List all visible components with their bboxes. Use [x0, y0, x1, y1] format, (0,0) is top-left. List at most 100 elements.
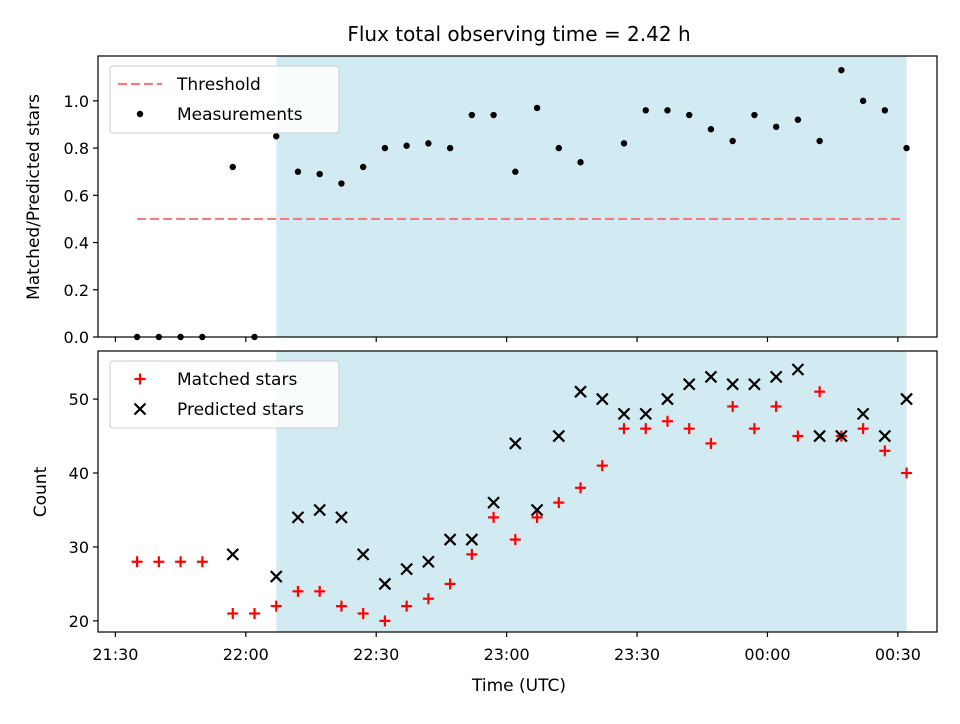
matched-star-point — [748, 423, 760, 435]
measurement-point — [686, 111, 693, 119]
matched-star-point — [596, 460, 608, 472]
bottom-y-tick-label: 50 — [69, 390, 89, 409]
x-tick-label: 00:00 — [744, 645, 790, 664]
cross-b — [400, 562, 413, 576]
measurement-point — [794, 116, 802, 123]
measurement-point — [751, 111, 758, 119]
predicted-star-point — [595, 392, 609, 406]
x-tick-label: 23:30 — [614, 645, 660, 664]
cross-b — [639, 407, 653, 421]
predicted-star-point — [269, 570, 283, 583]
predicted-star-point — [509, 437, 522, 450]
top-highlight-span — [276, 56, 907, 337]
measurement-point — [425, 140, 432, 147]
measurement-point — [533, 104, 541, 112]
matched-star-point — [727, 400, 739, 412]
legend-label: Predicted stars — [177, 400, 304, 420]
x-axis-label: Time (UTC) — [471, 676, 566, 696]
matched-star-point — [661, 415, 673, 427]
top-frame — [97, 55, 938, 338]
measurement-point — [620, 140, 628, 147]
matched-star-point — [444, 578, 456, 590]
cross-b — [704, 370, 718, 384]
cross-b — [313, 503, 326, 517]
top-panel: Matched/Predicted stars 0.0 0.2 0.4 0.6 0.8 1… — [24, 55, 938, 347]
predicted-star-point — [465, 533, 479, 546]
cross-b — [509, 437, 522, 450]
predicted-star-point — [400, 562, 413, 576]
cross-b — [269, 570, 283, 583]
cross-b — [878, 429, 892, 443]
bottom-legend: Matched stars Predicted stars — [109, 360, 340, 429]
matched-star-point — [553, 497, 565, 509]
cross-b — [552, 429, 566, 443]
predicted-star-point — [378, 577, 392, 591]
predicted-star-point — [791, 363, 805, 376]
bottom-y-tick-label: 30 — [69, 538, 89, 557]
legend-predicted-swatch — [133, 402, 147, 416]
cross-b — [813, 429, 826, 443]
cross-b — [356, 548, 370, 561]
cross-b — [748, 377, 761, 391]
matched-star-point — [248, 608, 260, 620]
bottom-y-tick-label: 20 — [69, 612, 89, 631]
measurement-point — [881, 107, 889, 114]
predicted-star-point — [878, 429, 892, 443]
legend-box — [109, 360, 340, 429]
cross-b — [226, 548, 240, 561]
matched-star-point — [357, 608, 369, 620]
cross-b — [133, 402, 147, 416]
bottom-y-axis-label: Count — [31, 466, 51, 517]
predicted-star-point — [530, 503, 544, 517]
top-y-axis-label: Matched/Predicted stars — [24, 94, 44, 300]
measurement-point — [359, 163, 367, 171]
matched-star-point — [901, 467, 913, 479]
bottom-series-0 — [131, 386, 913, 627]
measurement-point — [577, 159, 584, 166]
x-tick-label: 21:30 — [92, 645, 138, 664]
predicted-star-point — [552, 429, 566, 443]
x-tick-label: 22:30 — [353, 645, 399, 664]
measurement-point — [273, 133, 280, 140]
matched-star-point — [292, 585, 304, 597]
predicted-star-point — [291, 511, 305, 524]
predicted-star-point — [617, 407, 631, 421]
matched-star-point — [422, 593, 434, 605]
cross-b — [856, 407, 870, 421]
predicted-star-point — [422, 555, 435, 569]
predicted-star-point — [682, 377, 696, 391]
cross-b — [335, 511, 348, 524]
matched-star-point — [153, 556, 165, 568]
measurement-point — [338, 180, 345, 187]
predicted-star-point — [726, 377, 739, 391]
measurement-point — [707, 126, 715, 133]
legend-box — [109, 65, 340, 134]
predicted-star-point — [769, 370, 783, 384]
cross-b — [769, 370, 783, 384]
predicted-star-point — [443, 533, 457, 546]
matched-star-point — [705, 437, 717, 449]
matched-star-point — [509, 534, 521, 546]
x-tick-label: 23:00 — [484, 645, 530, 664]
predicted-star-point — [487, 496, 500, 509]
matched-star-point — [857, 423, 869, 435]
predicted-star-point — [813, 429, 826, 443]
cross-b — [595, 392, 609, 406]
predicted-star-point — [335, 511, 348, 524]
matched-star-point — [379, 615, 391, 627]
top-series-0 — [133, 66, 910, 341]
measurement-point — [642, 107, 649, 114]
measurement-point — [903, 144, 910, 152]
top-y-tick-label: 1.0 — [64, 92, 89, 111]
cross-b — [291, 511, 305, 524]
measurement-point — [729, 137, 736, 145]
predicted-star-point — [661, 392, 674, 406]
measurement-point — [381, 144, 389, 152]
cross-b — [661, 392, 674, 406]
matched-star-point — [227, 608, 239, 620]
matched-star-point — [814, 386, 826, 398]
predicted-star-point — [704, 370, 718, 384]
cross-b — [487, 496, 500, 509]
cross-b — [530, 503, 544, 517]
